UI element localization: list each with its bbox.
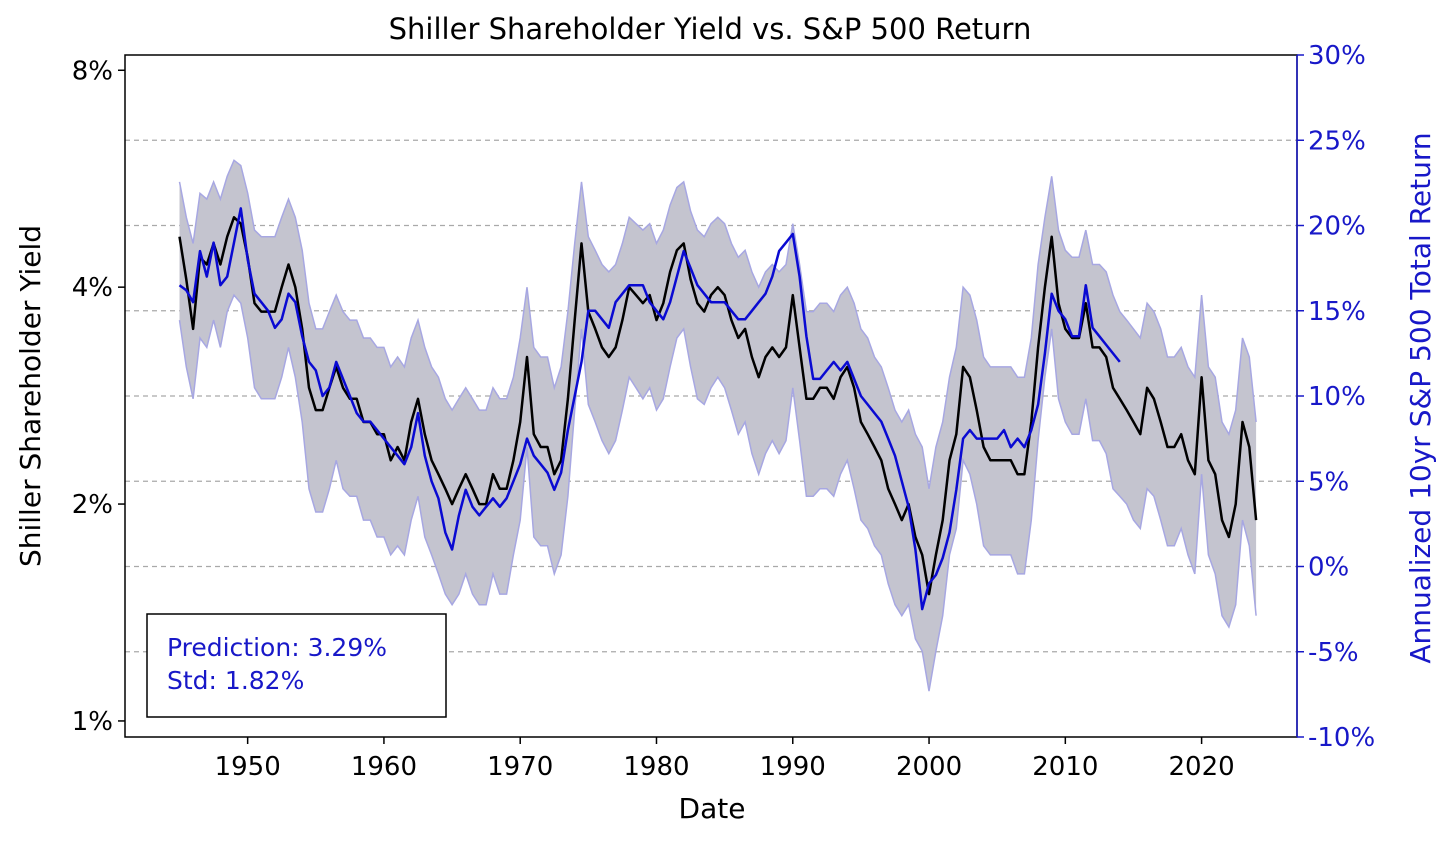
- prediction-band-upper-edge: [178, 159, 1257, 489]
- chart-title: Shiller Shareholder Yield vs. S&P 500 Re…: [389, 12, 1032, 46]
- y-tick-label-right: 0%: [1308, 553, 1349, 583]
- y-tick-label-right: -10%: [1308, 723, 1375, 753]
- axis-ticks: 1950 1960 1970 1980 1990 2000 2010 2020 1% 2% 4% 8%…: [72, 41, 1375, 782]
- y-tick-label-left: 4%: [72, 273, 113, 303]
- right-axis-label: Annualized 10yr S&P 500 Total Return: [1404, 132, 1437, 663]
- y-tick-label-right: -5%: [1308, 638, 1359, 668]
- x-tick-label: 1990: [760, 752, 826, 782]
- left-axis-label: Shiller Shareholder Yield: [14, 225, 47, 567]
- y-tick-label-left: 1%: [72, 707, 113, 737]
- y-tick-label-right: 30%: [1308, 41, 1366, 71]
- annotation-frame: [146, 613, 447, 718]
- y-tick-label-left: 8%: [72, 56, 113, 86]
- y-tick-label-right: 5%: [1308, 467, 1349, 497]
- series-line-sp500-return: [178, 207, 1121, 611]
- y-tick-label-right: 20%: [1308, 212, 1366, 242]
- prediction-annotation-box: Prediction: 3.29% Std: 1.82%: [146, 613, 447, 718]
- x-tick-label: 1950: [215, 752, 281, 782]
- prediction-band-lower-edge: [178, 293, 1257, 692]
- y-tick-label-right: 10%: [1308, 382, 1366, 412]
- x-tick-label: 1970: [487, 752, 553, 782]
- y-tick-label-left: 2%: [72, 490, 113, 520]
- x-axis-label: Date: [679, 792, 746, 825]
- y-tick-label-right: 15%: [1308, 297, 1366, 327]
- x-tick-label: 1960: [351, 752, 417, 782]
- prediction-band: [179, 160, 1257, 692]
- x-tick-label: 2010: [1032, 752, 1098, 782]
- x-tick-label: 2000: [896, 752, 962, 782]
- x-tick-label: 1980: [623, 752, 689, 782]
- series-line-shareholder-yield: [178, 216, 1258, 596]
- y-tick-label-right: 25%: [1308, 126, 1366, 156]
- x-tick-label: 2020: [1169, 752, 1235, 782]
- std-label: Std: 1.82%: [167, 666, 304, 695]
- prediction-label: Prediction: 3.29%: [167, 633, 387, 662]
